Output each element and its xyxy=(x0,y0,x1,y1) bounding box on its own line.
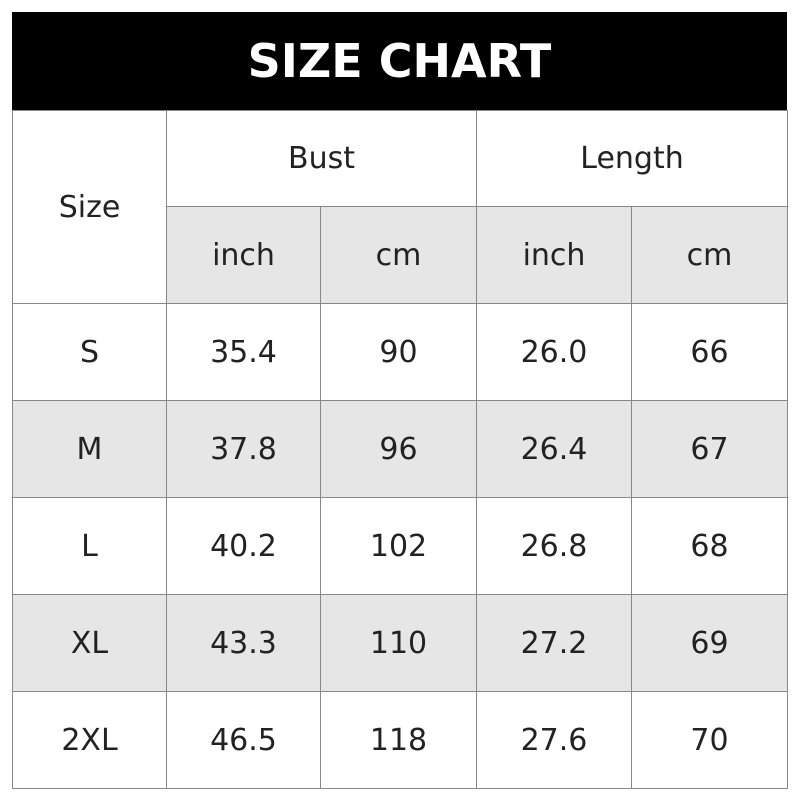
size-cell: M xyxy=(12,400,167,498)
table-row: M 37.8 96 26.4 67 xyxy=(12,400,789,498)
size-cell: 2XL xyxy=(12,691,167,789)
unit-header: cm xyxy=(320,206,477,304)
size-cell: L xyxy=(12,497,167,595)
value-cell: 68 xyxy=(630,497,789,595)
table-row: 2XL 46.5 118 27.6 70 xyxy=(12,691,789,789)
value-cell: 90 xyxy=(320,303,477,401)
value-cell: 102 xyxy=(320,497,477,595)
value-cell: 46.5 xyxy=(166,691,321,789)
table-row: S 35.4 90 26.0 66 xyxy=(12,303,789,401)
header-row-units: inch cm inch cm xyxy=(12,206,789,304)
value-cell: 26.0 xyxy=(476,303,632,401)
value-cell: 40.2 xyxy=(166,497,321,595)
table-row: L 40.2 102 26.8 68 xyxy=(12,497,789,595)
value-cell: 26.8 xyxy=(476,497,632,595)
unit-header: cm xyxy=(630,206,789,304)
size-chart: SIZE CHART Size Bust Length inch cm inch… xyxy=(12,12,789,789)
value-cell: 27.6 xyxy=(476,691,632,789)
chart-title: SIZE CHART xyxy=(12,12,787,110)
group-header-length: Length xyxy=(475,110,789,207)
value-cell: 43.3 xyxy=(166,594,321,692)
value-cell: 69 xyxy=(630,594,789,692)
value-cell: 118 xyxy=(320,691,477,789)
group-header-bust: Bust xyxy=(166,110,477,207)
value-cell: 35.4 xyxy=(166,303,321,401)
value-cell: 26.4 xyxy=(476,400,632,498)
unit-header: inch xyxy=(476,206,632,304)
size-cell: S xyxy=(12,303,167,401)
size-table: Size Bust Length inch cm inch cm S 35.4 90… xyxy=(12,110,789,789)
value-cell: 27.2 xyxy=(476,594,632,692)
table-row: XL 43.3 110 27.2 69 xyxy=(12,594,789,692)
value-cell: 37.8 xyxy=(166,400,321,498)
value-cell: 66 xyxy=(630,303,789,401)
header-row-groups: Size Bust Length xyxy=(12,110,789,304)
value-cell: 67 xyxy=(630,400,789,498)
value-cell: 96 xyxy=(320,400,477,498)
size-cell: XL xyxy=(12,594,167,692)
value-cell: 110 xyxy=(320,594,477,692)
unit-header: inch xyxy=(166,206,321,304)
size-header: Size xyxy=(12,110,167,304)
value-cell: 70 xyxy=(630,691,789,789)
